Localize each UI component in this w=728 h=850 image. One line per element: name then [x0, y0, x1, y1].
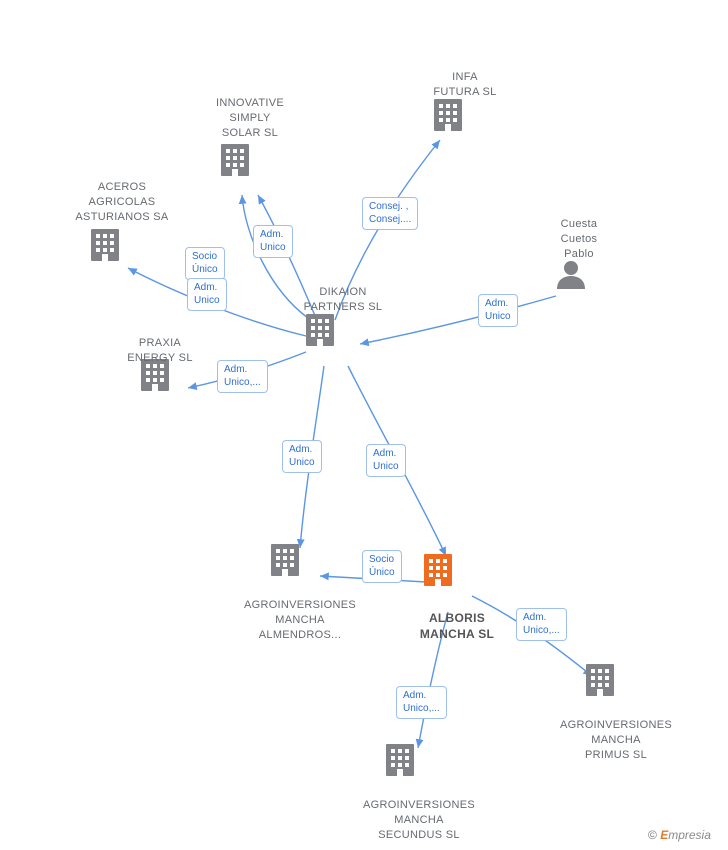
watermark: © Empresia — [648, 828, 711, 842]
building-icon — [221, 144, 249, 176]
edge-label: Adm. Unico — [187, 278, 227, 311]
node-innov[interactable] — [221, 144, 249, 176]
edge-label: Adm. Unico — [478, 294, 518, 327]
building-icon — [424, 554, 452, 586]
copyright-symbol: © — [648, 828, 657, 842]
building-icon — [271, 544, 299, 576]
edge-label: Socio Único — [362, 550, 402, 583]
node-label-innov: INNOVATIVE SIMPLY SOLAR SL — [190, 96, 310, 141]
node-cuesta[interactable] — [557, 261, 585, 289]
edge-label: Adm. Unico — [366, 444, 406, 477]
edge-label: Adm. Unico,... — [516, 608, 567, 641]
node-label-aceros: ACEROS AGRICOLAS ASTURIANOS SA — [62, 180, 182, 225]
building-icon — [434, 99, 462, 131]
node-label-cuesta: Cuesta Cuetos Pablo — [534, 217, 624, 262]
brand-name: Empresia — [660, 828, 711, 842]
node-label-alboris: ALBORIS MANCHA SL — [392, 610, 522, 642]
edge-label: Adm. Unico — [253, 225, 293, 258]
edge-label: Adm. Unico,... — [396, 686, 447, 719]
node-label-dikaion: DIKAION PARTNERS SL — [278, 285, 408, 315]
edge-label: Adm. Unico — [282, 440, 322, 473]
edge-label: Consej. , Consej.... — [362, 197, 418, 230]
edge-label: Socio Único — [185, 247, 225, 280]
building-icon — [91, 229, 119, 261]
node-label-secundus: AGROINVERSIONES MANCHA SECUNDUS SL — [334, 798, 504, 843]
node-alboris[interactable] — [424, 554, 452, 586]
node-secundus[interactable] — [386, 744, 414, 776]
node-label-primus: AGROINVERSIONES MANCHA PRIMUS SL — [536, 718, 696, 763]
edge-label: Adm. Unico,... — [217, 360, 268, 393]
building-icon — [586, 664, 614, 696]
node-almendros[interactable] — [271, 544, 299, 576]
node-infa[interactable] — [434, 99, 462, 131]
node-label-almendros: AGROINVERSIONES MANCHA ALMENDROS... — [220, 598, 380, 643]
node-dikaion[interactable] — [306, 314, 334, 346]
building-icon — [306, 314, 334, 346]
node-aceros[interactable] — [91, 229, 119, 261]
person-icon — [557, 261, 585, 289]
node-primus[interactable] — [586, 664, 614, 696]
building-icon — [386, 744, 414, 776]
node-label-infa: INFA FUTURA SL — [410, 70, 520, 100]
node-label-praxia: PRAXIA ENERGY SL — [105, 336, 215, 366]
